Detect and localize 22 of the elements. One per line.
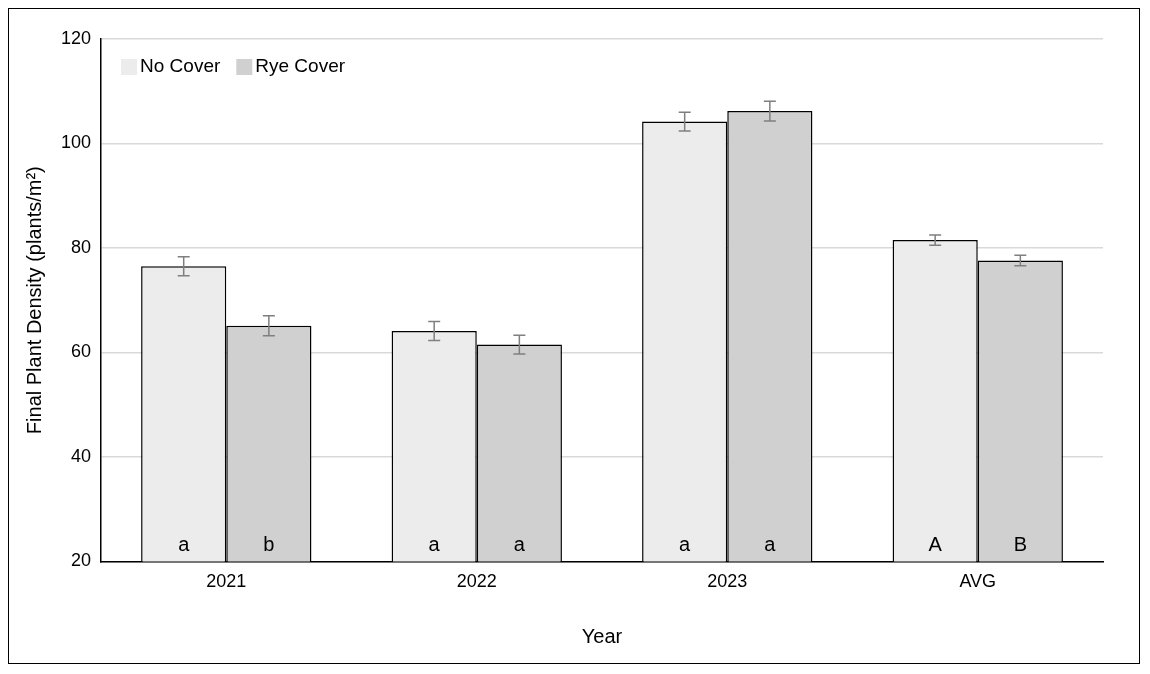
x-axis-title: Year [581,624,623,647]
data-label: a [178,532,191,555]
x-tick-label: AVG [959,571,997,592]
data-label: B [1013,532,1028,555]
y-tick-label: 120 [60,27,92,48]
data-label: a [513,532,526,555]
y-tick-label: 20 [71,550,92,571]
y-axis-title: Final Plant Density (plants/m²) [22,166,45,435]
y-tick-label: 40 [71,445,92,466]
x-tick-label: 2021 [206,571,247,592]
y-tick-label: 60 [71,341,92,362]
data-label: a [679,532,692,555]
data-label: a [764,532,777,555]
data-label: A [928,532,943,555]
legend-label: No Cover [140,55,221,77]
y-tick-label: 80 [71,236,92,257]
data-label: b [263,532,275,555]
legend-label: Rye Cover [255,55,346,77]
data-label: a [428,532,441,555]
x-tick-label: 2023 [707,571,748,592]
y-tick-label: 100 [60,132,92,153]
x-tick-label: 2022 [456,571,497,592]
